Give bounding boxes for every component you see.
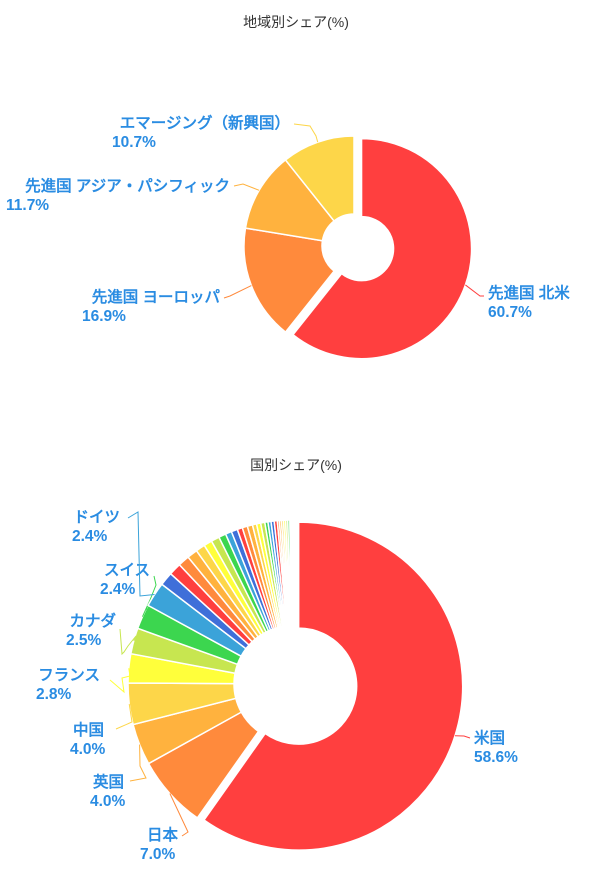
slice-label-2: 日本	[147, 825, 179, 844]
slice-label-8: ドイツ	[73, 509, 120, 526]
leader-line-2	[169, 793, 189, 837]
leader-line-4	[115, 703, 133, 730]
leader-line-1	[465, 284, 484, 297]
slice-label-1: 先進国 北米	[488, 283, 570, 302]
slice-label-5: フランス	[38, 667, 100, 684]
slice-label-4: エマージング（新興国）	[120, 113, 290, 132]
slice-value-label-6: 2.5%	[66, 632, 102, 649]
slice-value-label-1: 58.6%	[474, 749, 518, 766]
slice-value-label-3: 11.7%	[6, 197, 49, 214]
slice-value-label-7: 2.4%	[100, 581, 136, 598]
slice-4[interactable]	[284, 135, 355, 223]
leader-line-8	[127, 511, 155, 597]
leader-line-4	[293, 123, 319, 143]
chart-title-country: 国別シェア(%)	[250, 457, 342, 473]
slice-value-label-1: 60.7%	[488, 304, 532, 321]
slice-value-label-4: 4.0%	[70, 741, 106, 758]
chart-title-region: 地域別シェア(%)	[243, 14, 349, 30]
leader-line-3	[129, 744, 147, 782]
slice-value-label-5: 2.8%	[36, 686, 72, 703]
leader-line-6	[119, 628, 137, 656]
region-donut-chart: 先進国 北米 60.7% 先進国 ヨーロッパ 16.9% 先進国 アジア・パシフィック 1…	[6, 113, 570, 360]
slice-value-label-3: 4.0%	[90, 793, 126, 810]
slice-label-3: 先進国 アジア・パシフィック	[25, 176, 230, 195]
slice-3[interactable]	[244, 158, 336, 242]
slice-value-label-4: 10.7%	[112, 134, 156, 151]
leader-line-3	[233, 183, 260, 191]
slice-2[interactable]	[243, 227, 336, 334]
slice-value-label-2: 16.9%	[82, 308, 126, 325]
slice-other-28[interactable]	[290, 519, 293, 627]
slice-label-6: カナダ	[69, 611, 116, 630]
slice-1[interactable]	[202, 521, 464, 851]
leader-line-1	[454, 735, 471, 739]
slice-1[interactable]	[291, 137, 473, 360]
slice-label-3: 英国	[92, 772, 124, 791]
slice-value-label-8: 2.4%	[72, 528, 108, 545]
slice-value-label-2: 7.0%	[140, 846, 176, 863]
leader-line-2	[223, 285, 252, 299]
leader-line-5	[109, 668, 131, 694]
slice-label-2: 先進国 ヨーロッパ	[92, 287, 221, 306]
slice-label-4: 中国	[73, 720, 104, 739]
slice-label-7: スイス	[104, 562, 150, 579]
slice-label-1: 米国	[474, 728, 505, 747]
